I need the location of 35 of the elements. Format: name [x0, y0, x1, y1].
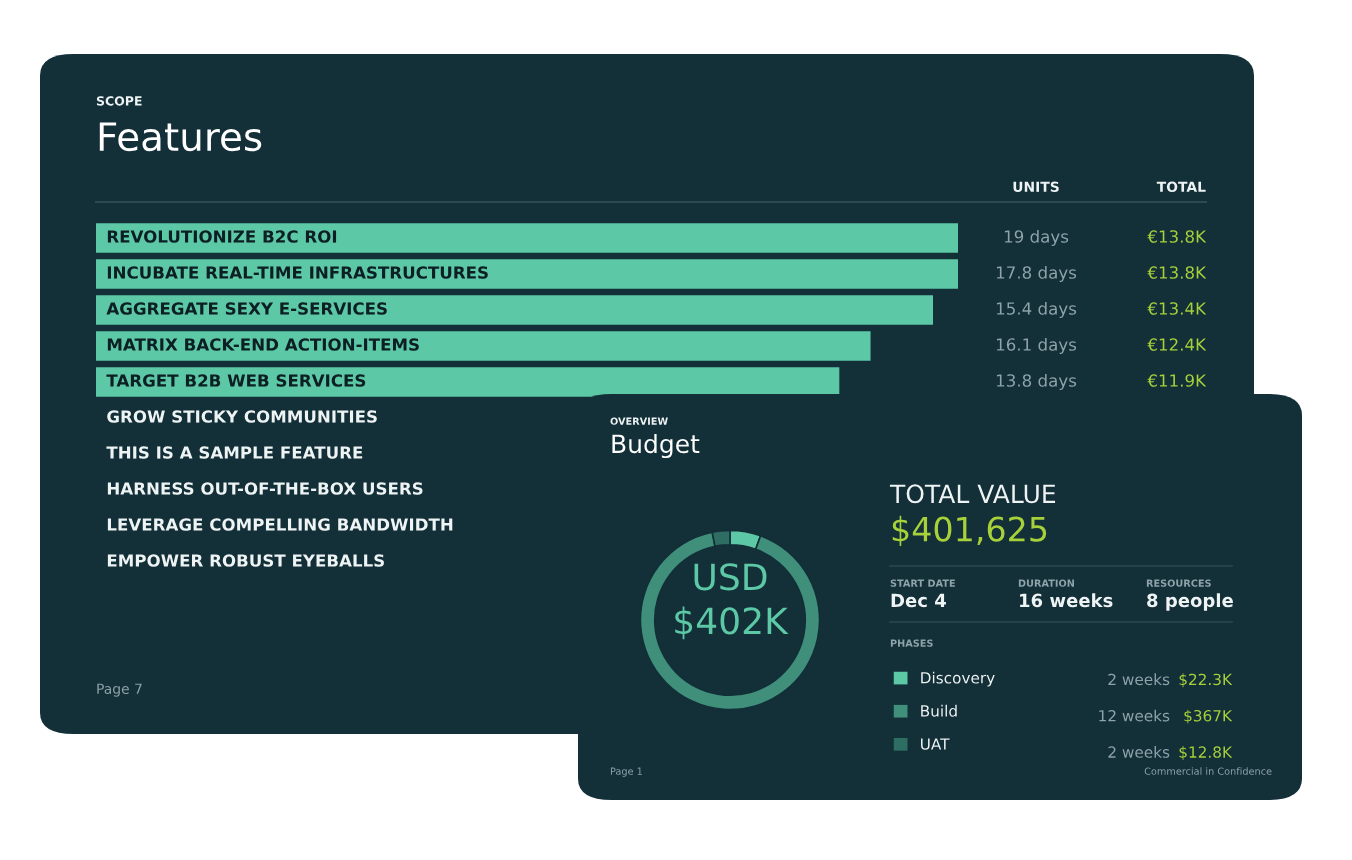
y-tick-label: THIS IS A SAMPLE FEATURE [106, 446, 363, 459]
bar [96, 259, 958, 289]
bar [96, 367, 840, 397]
data-label: €13.4K [1147, 302, 1207, 315]
y-tick-label: TARGET B2B WEB SERVICES [106, 374, 366, 387]
y-tick-label: HARNESS OUT-OF-THE-BOX USERS [107, 482, 423, 495]
text: 15.4 days [996, 301, 1077, 319]
y-tick-label: AGGREGATE SEXY E-SERVICES [106, 302, 387, 315]
text: 19 days [1004, 229, 1069, 247]
bar [96, 331, 871, 361]
chart-title: Budget [612, 433, 700, 459]
y-tick-label: EMPOWER ROBUST EYEBALLS [107, 554, 384, 567]
text: $402K [675, 606, 789, 640]
y-tick-label: GROW STICKY COMMUNITIES [107, 410, 377, 423]
y-tick-label: INCUBATE REAL-TIME INFRASTRUCTURES [107, 266, 488, 279]
text: Dec 4 [891, 593, 946, 608]
y-tick-label: REVOLUTIONIZE B2C ROI [107, 230, 337, 243]
annotation: USD [694, 563, 767, 591]
y-tick-label: MATRIX BACK-END ACTION-ITEMS [107, 338, 419, 351]
annotation: $401,625 [892, 515, 1047, 547]
data-label: €11.9K [1147, 374, 1207, 387]
data-label: €12.4K [1147, 338, 1207, 351]
text: 8 people [1147, 593, 1233, 611]
data-label: €13.8K [1147, 230, 1207, 243]
chart-title: Features [99, 122, 262, 152]
text: 13.8 days [996, 373, 1077, 391]
data-label: €13.8K [1147, 266, 1207, 279]
text: 16.1 days [996, 337, 1077, 355]
text: 16 weeks [1020, 593, 1113, 608]
text: 17.8 days [996, 265, 1077, 283]
donut-slice [639, 531, 821, 711]
bar [96, 295, 934, 325]
annotation: TOTAL VALUE [889, 484, 1056, 504]
y-tick-label: LEVERAGE COMPELLING BANDWIDTH [107, 518, 453, 531]
bar [96, 223, 958, 253]
